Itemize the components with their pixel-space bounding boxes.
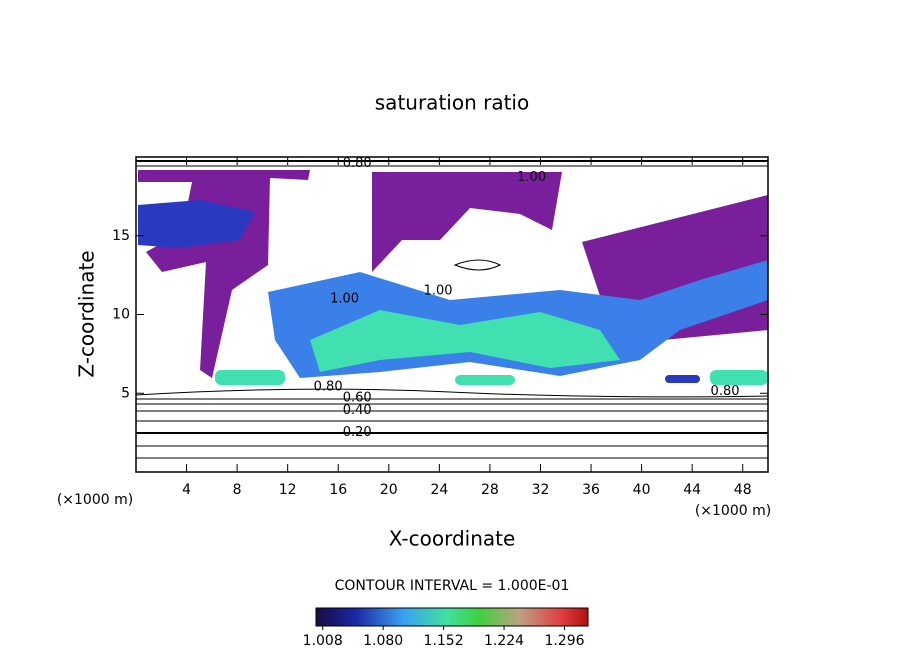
contour-label: 0.60 [343,390,372,405]
x-tick-label: 24 [430,482,448,498]
y-unit-label: (×1000 m) [57,492,133,508]
contour-label: 0.80 [314,379,343,394]
x-tick-label: 12 [279,482,297,498]
colorbar-tick-label: 1.152 [424,633,464,649]
contour-label: 1.00 [424,283,453,298]
y-tick-label: 10 [112,307,130,323]
x-tick-label: 28 [481,482,499,498]
x-axis-label: X-coordinate [389,527,516,551]
contour-label: 1.00 [330,291,359,306]
x-tick-label: 44 [683,482,701,498]
y-tick-label: 15 [112,228,130,244]
colorbar-tick-label: 1.224 [484,633,524,649]
x-tick-label: 48 [734,482,752,498]
y-axis-label: Z-coordinate [75,250,99,377]
x-tick-label: 40 [633,482,651,498]
x-tick-label: 32 [532,482,550,498]
x-tick-label: 36 [582,482,600,498]
contour-label: 0.80 [711,384,740,399]
chart-title: saturation ratio [375,91,529,115]
contour-label: 1.00 [517,170,546,185]
y-tick-label: 5 [121,385,130,401]
colorbar-tick-label: 1.080 [363,633,403,649]
contour-label: 0.20 [343,425,372,440]
field [138,170,768,385]
contour-label: 0.80 [343,156,372,171]
x-tick-label: 8 [233,482,242,498]
colorbar [315,607,589,627]
colorbar-tick-label: 1.296 [544,633,584,649]
x-tick-label: 16 [329,482,347,498]
colorbar-tick-label: 1.008 [303,633,343,649]
contour-interval: CONTOUR INTERVAL = 1.000E-01 [335,578,570,594]
x-tick-label: 4 [182,482,191,498]
x-unit-label: (×1000 m) [695,503,771,519]
x-tick-label: 20 [380,482,398,498]
contour-lines [135,160,769,459]
contour-label: 0.40 [343,403,372,418]
